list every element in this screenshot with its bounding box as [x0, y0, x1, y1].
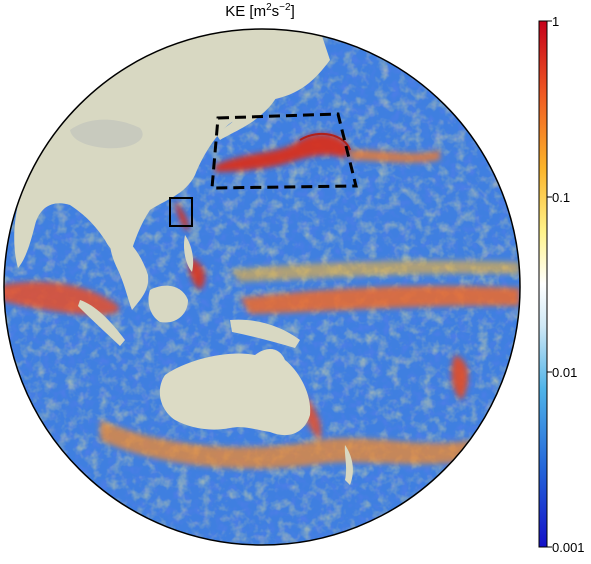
title-suffix: ]: [290, 3, 295, 20]
luzon-strait-box: [169, 197, 193, 227]
title-sup-2: −2: [279, 2, 291, 13]
himalaya-region: [70, 119, 143, 149]
japan-islands: [216, 80, 282, 140]
sumatra-island: [78, 300, 125, 346]
colorbar: [538, 20, 548, 548]
colorbar-label-0-001: 0.001: [552, 540, 585, 555]
borneo-island: [148, 285, 188, 323]
indochina-landmass: [109, 230, 149, 310]
title-sup-1: 2: [266, 2, 272, 13]
map-title: KE [m2s−2]: [195, 2, 325, 20]
new-guinea-island: [230, 319, 300, 348]
title-mid: s: [271, 3, 280, 20]
colorbar-label-0-01: 0.01: [552, 365, 578, 380]
kuroshio-current: [175, 133, 440, 232]
kuroshio-core-line: [299, 132, 351, 151]
kuroshio-region-box: [210, 112, 358, 190]
globe-outline: [3, 28, 521, 546]
title-prefix: KE [m: [225, 3, 267, 20]
new-zealand-islands: [344, 445, 353, 485]
colorbar-label-1: 1: [552, 14, 560, 29]
philippines-islands: [183, 235, 194, 272]
colorbar-label-0-1: 0.1: [552, 190, 571, 205]
australia-landmass: [159, 348, 311, 436]
